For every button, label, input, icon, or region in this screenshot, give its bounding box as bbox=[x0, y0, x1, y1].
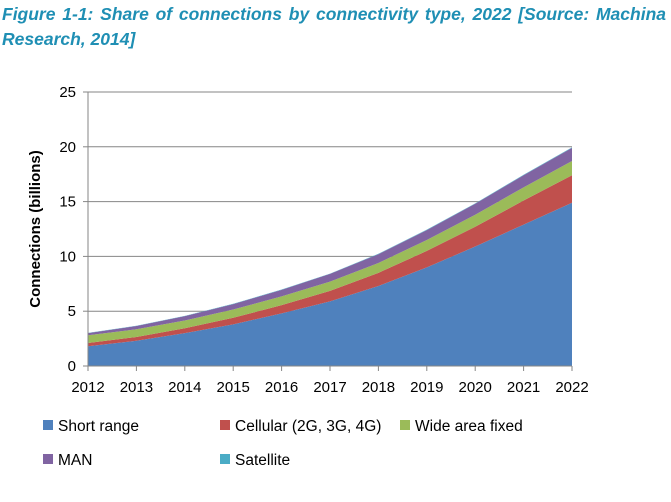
legend-swatch-2 bbox=[400, 420, 410, 430]
x-tick-labels: 2012 2013 2014 2015 2016 2017 2018 2019 2020 2021… bbox=[71, 379, 588, 396]
y-tick-label: 20 bbox=[59, 139, 76, 156]
legend-label-1: Cellular (2G, 3G, 4G) bbox=[235, 418, 381, 435]
figure-caption: Figure 1-1: Share of connections by conn… bbox=[2, 4, 666, 49]
legend-swatch-1 bbox=[220, 420, 230, 430]
legend-swatch-3 bbox=[43, 454, 53, 464]
x-tick-label: 2014 bbox=[168, 379, 201, 396]
x-tick-label: 2017 bbox=[313, 379, 346, 396]
x-tick-label: 2022 bbox=[555, 379, 588, 396]
legend-swatch-0 bbox=[43, 420, 53, 430]
legend: Short range Cellular (2G, 3G, 4G) Wide are… bbox=[43, 418, 523, 469]
y-tick-label: 15 bbox=[59, 194, 76, 211]
x-tick-label: 2018 bbox=[362, 379, 395, 396]
x-tick-label: 2012 bbox=[71, 379, 104, 396]
y-tick-label: 5 bbox=[68, 303, 76, 320]
x-tick-label: 2015 bbox=[217, 379, 250, 396]
x-tick-label: 2016 bbox=[265, 379, 298, 396]
series-areas bbox=[88, 147, 572, 366]
legend-label-0: Short range bbox=[58, 418, 139, 435]
x-tick-label: 2020 bbox=[459, 379, 492, 396]
x-tick-label: 2019 bbox=[410, 379, 443, 396]
y-tick-label: 10 bbox=[59, 248, 76, 265]
axes bbox=[83, 91, 573, 371]
y-tick-label: 0 bbox=[68, 358, 76, 375]
y-tick-label: 25 bbox=[59, 84, 76, 101]
legend-label-3: MAN bbox=[58, 452, 92, 469]
y-tick-labels: 0 5 10 15 20 25 bbox=[59, 84, 76, 375]
x-tick-label: 2013 bbox=[120, 379, 153, 396]
legend-label-2: Wide area fixed bbox=[415, 418, 523, 435]
legend-label-4: Satellite bbox=[235, 452, 290, 469]
x-tick-label: 2021 bbox=[507, 379, 540, 396]
legend-swatch-4 bbox=[220, 454, 230, 464]
area-series-0 bbox=[88, 202, 572, 366]
y-axis-label: Connections (billions) bbox=[27, 150, 44, 308]
